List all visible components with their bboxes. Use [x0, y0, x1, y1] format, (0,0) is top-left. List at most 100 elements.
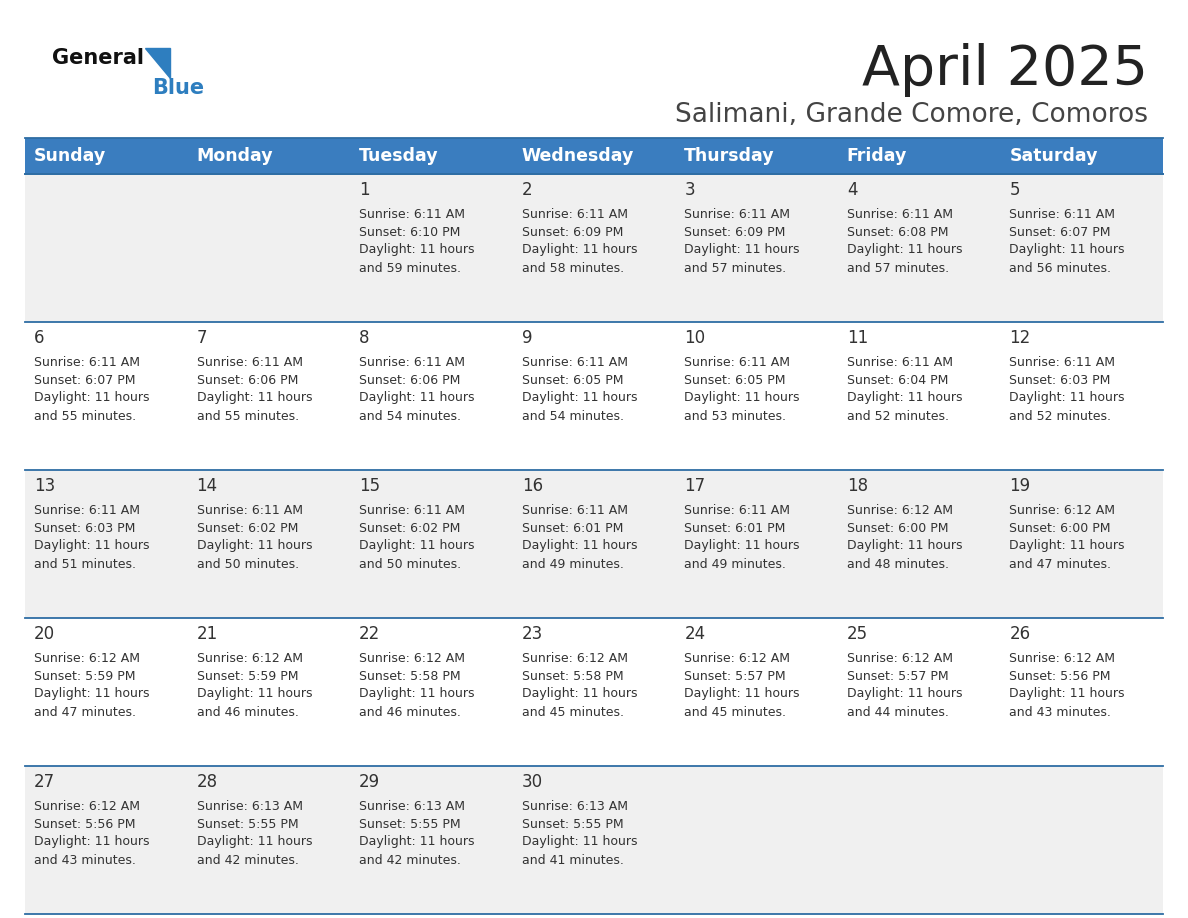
Text: Sunrise: 6:11 AM: Sunrise: 6:11 AM — [196, 355, 303, 368]
Text: 20: 20 — [34, 625, 55, 643]
Text: 14: 14 — [196, 477, 217, 495]
Text: Sunset: 5:55 PM: Sunset: 5:55 PM — [196, 818, 298, 831]
Text: 25: 25 — [847, 625, 868, 643]
Text: Sunrise: 6:11 AM: Sunrise: 6:11 AM — [522, 503, 627, 517]
Text: 19: 19 — [1010, 477, 1030, 495]
Text: Sunset: 6:07 PM: Sunset: 6:07 PM — [34, 374, 135, 386]
Text: Sunset: 6:02 PM: Sunset: 6:02 PM — [196, 521, 298, 534]
Text: 12: 12 — [1010, 329, 1031, 347]
Text: Sunrise: 6:12 AM: Sunrise: 6:12 AM — [196, 652, 303, 665]
Bar — [25, 322, 1163, 470]
Text: Sunrise: 6:12 AM: Sunrise: 6:12 AM — [34, 800, 140, 812]
Text: Daylight: 11 hours: Daylight: 11 hours — [847, 243, 962, 256]
Text: Sunset: 6:01 PM: Sunset: 6:01 PM — [684, 521, 785, 534]
Text: Daylight: 11 hours: Daylight: 11 hours — [359, 835, 475, 848]
Text: 26: 26 — [1010, 625, 1030, 643]
Text: Sunset: 6:04 PM: Sunset: 6:04 PM — [847, 374, 948, 386]
Text: and 54 minutes.: and 54 minutes. — [359, 409, 461, 422]
Bar — [513, 138, 675, 174]
Text: Sunset: 5:59 PM: Sunset: 5:59 PM — [196, 669, 298, 682]
Text: 9: 9 — [522, 329, 532, 347]
Text: Sunset: 6:06 PM: Sunset: 6:06 PM — [196, 374, 298, 386]
Text: 1: 1 — [359, 181, 369, 199]
Text: Sunset: 5:57 PM: Sunset: 5:57 PM — [847, 669, 948, 682]
Text: Tuesday: Tuesday — [359, 147, 438, 165]
Text: Sunrise: 6:11 AM: Sunrise: 6:11 AM — [359, 503, 466, 517]
Text: and 56 minutes.: and 56 minutes. — [1010, 262, 1112, 274]
Text: Sunrise: 6:11 AM: Sunrise: 6:11 AM — [847, 355, 953, 368]
Text: Daylight: 11 hours: Daylight: 11 hours — [1010, 243, 1125, 256]
Text: Sunrise: 6:11 AM: Sunrise: 6:11 AM — [1010, 207, 1116, 220]
Text: and 54 minutes.: and 54 minutes. — [522, 409, 624, 422]
Text: Daylight: 11 hours: Daylight: 11 hours — [34, 540, 150, 553]
Text: Friday: Friday — [847, 147, 908, 165]
Text: Sunday: Sunday — [34, 147, 106, 165]
Text: Sunset: 6:06 PM: Sunset: 6:06 PM — [359, 374, 461, 386]
Text: Sunset: 6:05 PM: Sunset: 6:05 PM — [522, 374, 624, 386]
Text: and 49 minutes.: and 49 minutes. — [684, 557, 786, 570]
Text: 7: 7 — [196, 329, 207, 347]
Text: and 42 minutes.: and 42 minutes. — [196, 854, 298, 867]
Text: and 44 minutes.: and 44 minutes. — [847, 706, 949, 719]
Text: Daylight: 11 hours: Daylight: 11 hours — [196, 540, 312, 553]
Text: Daylight: 11 hours: Daylight: 11 hours — [196, 688, 312, 700]
Text: Daylight: 11 hours: Daylight: 11 hours — [34, 391, 150, 405]
Text: Sunrise: 6:11 AM: Sunrise: 6:11 AM — [847, 207, 953, 220]
Text: Sunrise: 6:12 AM: Sunrise: 6:12 AM — [522, 652, 627, 665]
Text: Sunset: 6:02 PM: Sunset: 6:02 PM — [359, 521, 461, 534]
Text: Sunrise: 6:13 AM: Sunrise: 6:13 AM — [196, 800, 303, 812]
Text: Sunset: 5:56 PM: Sunset: 5:56 PM — [1010, 669, 1111, 682]
Text: 17: 17 — [684, 477, 706, 495]
Text: and 47 minutes.: and 47 minutes. — [1010, 557, 1112, 570]
Text: 24: 24 — [684, 625, 706, 643]
Text: 16: 16 — [522, 477, 543, 495]
Text: 21: 21 — [196, 625, 217, 643]
Text: Daylight: 11 hours: Daylight: 11 hours — [34, 835, 150, 848]
Text: Sunset: 6:07 PM: Sunset: 6:07 PM — [1010, 226, 1111, 239]
Text: Daylight: 11 hours: Daylight: 11 hours — [1010, 391, 1125, 405]
Text: 6: 6 — [34, 329, 44, 347]
Text: Daylight: 11 hours: Daylight: 11 hours — [196, 835, 312, 848]
Text: Thursday: Thursday — [684, 147, 775, 165]
Text: and 57 minutes.: and 57 minutes. — [684, 262, 786, 274]
Text: Daylight: 11 hours: Daylight: 11 hours — [847, 540, 962, 553]
Text: 13: 13 — [34, 477, 56, 495]
Text: Sunrise: 6:11 AM: Sunrise: 6:11 AM — [522, 355, 627, 368]
Text: Daylight: 11 hours: Daylight: 11 hours — [847, 688, 962, 700]
Text: Sunset: 5:59 PM: Sunset: 5:59 PM — [34, 669, 135, 682]
Text: Sunrise: 6:13 AM: Sunrise: 6:13 AM — [522, 800, 627, 812]
Text: Sunset: 6:05 PM: Sunset: 6:05 PM — [684, 374, 785, 386]
Text: Sunset: 5:56 PM: Sunset: 5:56 PM — [34, 818, 135, 831]
Text: Sunrise: 6:11 AM: Sunrise: 6:11 AM — [1010, 355, 1116, 368]
Text: Sunset: 6:08 PM: Sunset: 6:08 PM — [847, 226, 948, 239]
Text: Sunset: 6:09 PM: Sunset: 6:09 PM — [522, 226, 623, 239]
Text: Wednesday: Wednesday — [522, 147, 634, 165]
Text: Sunset: 6:10 PM: Sunset: 6:10 PM — [359, 226, 461, 239]
Text: 18: 18 — [847, 477, 868, 495]
Text: Sunset: 5:55 PM: Sunset: 5:55 PM — [359, 818, 461, 831]
Text: 15: 15 — [359, 477, 380, 495]
Text: and 47 minutes.: and 47 minutes. — [34, 706, 135, 719]
Bar — [188, 138, 350, 174]
Text: and 43 minutes.: and 43 minutes. — [34, 854, 135, 867]
Text: Sunrise: 6:11 AM: Sunrise: 6:11 AM — [34, 355, 140, 368]
Text: and 41 minutes.: and 41 minutes. — [522, 854, 624, 867]
Text: Daylight: 11 hours: Daylight: 11 hours — [847, 391, 962, 405]
Text: and 57 minutes.: and 57 minutes. — [847, 262, 949, 274]
Text: Sunrise: 6:12 AM: Sunrise: 6:12 AM — [684, 652, 790, 665]
Text: and 45 minutes.: and 45 minutes. — [522, 706, 624, 719]
Text: Daylight: 11 hours: Daylight: 11 hours — [34, 688, 150, 700]
Text: Daylight: 11 hours: Daylight: 11 hours — [522, 243, 637, 256]
Text: and 43 minutes.: and 43 minutes. — [1010, 706, 1111, 719]
Text: Sunset: 6:09 PM: Sunset: 6:09 PM — [684, 226, 785, 239]
Text: and 42 minutes.: and 42 minutes. — [359, 854, 461, 867]
Text: Sunset: 6:00 PM: Sunset: 6:00 PM — [847, 521, 948, 534]
Bar — [25, 470, 1163, 618]
Text: Sunrise: 6:12 AM: Sunrise: 6:12 AM — [359, 652, 466, 665]
Text: Sunrise: 6:11 AM: Sunrise: 6:11 AM — [522, 207, 627, 220]
Text: 10: 10 — [684, 329, 706, 347]
Text: Sunset: 5:57 PM: Sunset: 5:57 PM — [684, 669, 786, 682]
Text: Daylight: 11 hours: Daylight: 11 hours — [359, 540, 475, 553]
Bar — [350, 138, 513, 174]
Text: Sunrise: 6:12 AM: Sunrise: 6:12 AM — [847, 503, 953, 517]
